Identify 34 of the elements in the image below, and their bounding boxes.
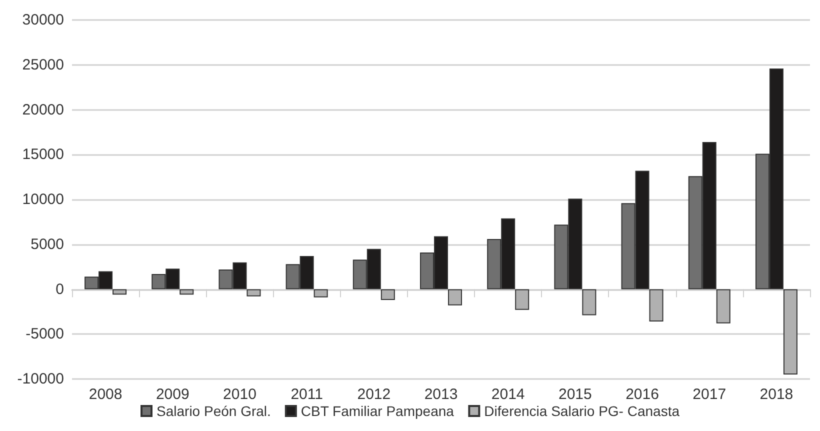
bar xyxy=(582,289,596,316)
y-tick-label: 15000 xyxy=(22,146,64,164)
bar xyxy=(716,289,730,324)
y-tick-label: 20000 xyxy=(22,101,64,118)
x-tick-label: 2011 xyxy=(290,386,323,403)
bar xyxy=(380,289,395,300)
bar xyxy=(112,289,127,295)
x-tick-label: 2015 xyxy=(558,386,592,403)
bar xyxy=(783,289,798,375)
y-tick-label: 25000 xyxy=(22,56,64,74)
x-tick-label: 2010 xyxy=(223,386,256,403)
x-tick-label: 2014 xyxy=(491,386,525,403)
y-tick-label: -5000 xyxy=(26,326,64,343)
x-tick-label: 2009 xyxy=(156,386,190,403)
legend-label: Diferencia Salario PG- Canasta xyxy=(484,403,680,419)
y-tick-label: 0 xyxy=(56,280,64,298)
legend-label: CBT Familiar Pampeana xyxy=(300,403,454,419)
bar xyxy=(649,289,664,322)
x-tick-label: 2008 xyxy=(88,386,122,403)
y-tick-label: 5000 xyxy=(30,236,64,253)
y-tick-label: 10000 xyxy=(22,191,64,208)
legend-label: Salario Peón Gral. xyxy=(156,403,271,419)
x-tick-label: 2017 xyxy=(692,386,726,403)
bar xyxy=(448,289,462,306)
bar xyxy=(180,289,194,295)
bar xyxy=(246,289,261,296)
x-tick-label: 2016 xyxy=(626,386,659,403)
y-tick-label: -10000 xyxy=(17,370,64,388)
bar xyxy=(515,289,530,310)
y-tick-label: 30000 xyxy=(22,12,64,28)
bar xyxy=(314,289,328,298)
x-tick-label: 2012 xyxy=(357,386,391,403)
x-tick-label: 2013 xyxy=(424,386,458,403)
x-tick-label: 2018 xyxy=(760,386,794,403)
